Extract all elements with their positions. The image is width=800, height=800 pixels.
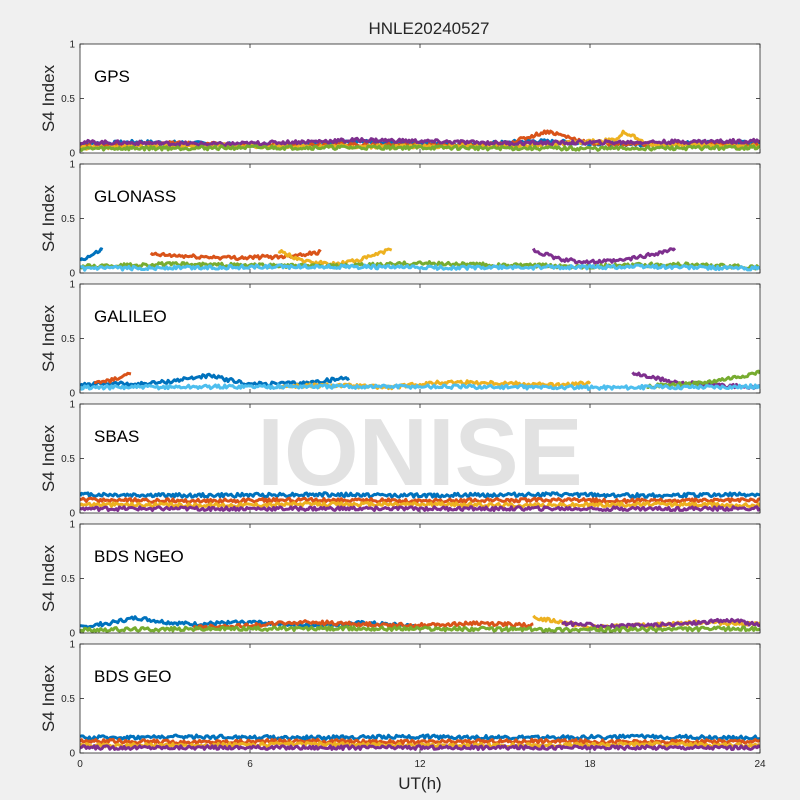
panel: 0 0.5 1 GALILEO S4 Index	[39, 280, 761, 400]
y-tick-label: 0	[69, 509, 75, 520]
axes-frame	[79, 283, 761, 394]
axes-frame	[79, 403, 761, 514]
data-series	[80, 144, 760, 152]
data-series	[80, 744, 760, 751]
axes-frame	[79, 163, 761, 274]
y-tick-label: 0	[69, 749, 75, 760]
panel-title: SBAS	[94, 427, 139, 446]
y-axis-label: S4 Index	[39, 544, 58, 612]
x-tick-label: 18	[584, 759, 596, 770]
y-tick-label: 1	[69, 160, 75, 171]
panels: 0 0.5 1 GPS S4 Index 0 0.5 1 GLONASS S4 Index 0 0.5…	[39, 40, 766, 771]
y-tick-label: 0	[69, 149, 75, 160]
plot-area	[80, 44, 760, 153]
y-axis-label: S4 Index	[39, 664, 58, 732]
figure-title: HNLE20240527	[369, 19, 490, 38]
axes-frame	[79, 43, 761, 154]
data-series	[80, 136, 760, 148]
data-series	[80, 733, 760, 741]
y-tick-label: 0.5	[61, 694, 75, 705]
y-tick-label: 0.5	[61, 214, 75, 225]
panel: 0 0.5 1 BDS NGEO S4 Index	[39, 520, 761, 640]
y-axis-label: S4 Index	[39, 424, 58, 492]
y-axis-label: S4 Index	[39, 304, 58, 372]
y-tick-label: 0.5	[61, 94, 75, 105]
y-axis-label: S4 Index	[39, 184, 58, 252]
y-tick-label: 0.5	[61, 334, 75, 345]
axes-frame	[79, 523, 761, 634]
y-tick-label: 0	[69, 629, 75, 640]
panel-title: BDS NGEO	[94, 547, 184, 566]
data-series	[80, 383, 760, 391]
y-tick-label: 0	[69, 269, 75, 280]
data-series	[93, 371, 132, 385]
x-tick-label: 6	[247, 759, 253, 770]
x-tick-label: 0	[77, 759, 83, 770]
data-series	[80, 505, 760, 512]
y-axis-label: S4 Index	[39, 64, 58, 132]
data-series	[80, 625, 760, 633]
panel: 0 0.5 1 0 6 12 18 24 BDS GEO S4 Index	[39, 640, 766, 771]
y-tick-label: 1	[69, 520, 75, 531]
y-tick-label: 0.5	[61, 574, 75, 585]
y-tick-label: 0	[69, 389, 75, 400]
watermark: IONISE	[257, 399, 582, 506]
x-axis-label: UT(h)	[398, 774, 441, 793]
plot-area	[80, 524, 760, 633]
data-series	[80, 496, 760, 505]
data-series	[80, 491, 760, 499]
data-series	[80, 247, 104, 262]
panel-title: GPS	[94, 67, 130, 86]
data-series	[80, 615, 421, 630]
panel: 0 0.5 1 GLONASS S4 Index	[39, 160, 761, 280]
x-tick-label: 12	[414, 759, 426, 770]
panel-title: BDS GEO	[94, 667, 171, 686]
panel-title: GALILEO	[94, 307, 167, 326]
panel: 0 0.5 1 GPS S4 Index	[39, 40, 761, 160]
data-series	[80, 372, 350, 389]
panel: 0 0.5 1 SBAS S4 Index	[39, 400, 761, 520]
data-series	[80, 263, 760, 272]
x-tick-label: 24	[754, 759, 766, 770]
y-tick-label: 0.5	[61, 454, 75, 465]
data-series	[531, 247, 677, 265]
panel-title: GLONASS	[94, 187, 176, 206]
y-tick-label: 1	[69, 640, 75, 651]
y-tick-label: 1	[69, 400, 75, 411]
y-tick-label: 1	[69, 40, 75, 51]
y-tick-label: 1	[69, 280, 75, 291]
axes-frame	[79, 643, 761, 754]
